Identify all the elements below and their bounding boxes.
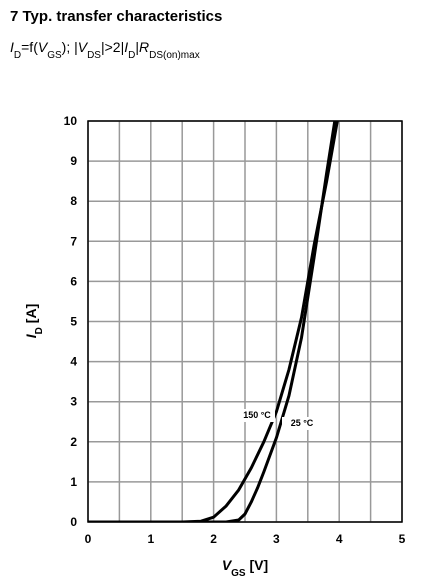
chart-title: 7 Typ. transfer characteristics: [10, 8, 222, 25]
y-axis-label: ID [A]: [23, 304, 45, 338]
x-tick-label: 2: [210, 532, 217, 546]
text-part: DS(on)max: [149, 50, 200, 61]
x-tick-label: 1: [147, 532, 154, 546]
y-tick-label: 5: [70, 315, 77, 329]
y-tick-label: 10: [64, 114, 78, 128]
y-tick-label: 2: [70, 435, 77, 449]
text-part: I: [23, 333, 39, 338]
text-part: V: [78, 39, 89, 55]
text-part: I: [124, 39, 128, 55]
text-part: GS: [47, 50, 62, 61]
x-tick-label: 3: [273, 532, 280, 546]
text-part: DS: [87, 50, 101, 61]
y-tick-label: 6: [70, 274, 77, 288]
y-tick-label: 3: [70, 395, 77, 409]
text-part: D: [14, 50, 21, 61]
x-tick-label: 5: [399, 532, 406, 546]
text-part: |: [135, 39, 139, 55]
x-tick-label: 0: [85, 532, 92, 546]
text-part: [V]: [246, 557, 269, 573]
text-part: [A]: [23, 304, 39, 327]
y-tick-label: 1: [70, 475, 77, 489]
chart-subtitle: ID=f(VGS); |VDS|>2|ID|RDS(on)max: [10, 39, 200, 61]
label-bg: [282, 417, 320, 430]
text-part: ); |: [62, 39, 78, 55]
y-tick-label: 9: [70, 154, 77, 168]
plot-frame: [87, 120, 403, 523]
series-label: 25 °C: [291, 418, 314, 428]
y-tick-label: 0: [70, 515, 77, 529]
text-part: V: [38, 39, 49, 55]
y-tick-label: 8: [70, 194, 77, 208]
text-part: V: [222, 557, 233, 573]
text-part: D: [128, 50, 135, 61]
series-label: 150 °C: [243, 410, 271, 420]
text-part: =f(: [21, 39, 38, 55]
text-part: |>2|: [101, 39, 124, 55]
text-part: R: [139, 39, 149, 55]
y-tick-label: 7: [70, 234, 77, 248]
text-part: I: [10, 39, 14, 55]
y-tick-label: 4: [70, 355, 77, 369]
text-part: GS: [231, 568, 246, 578]
data-line: [88, 120, 337, 522]
x-tick-label: 4: [336, 532, 343, 546]
text-part: D: [34, 327, 45, 334]
x-axis-label: VGS [V]: [222, 557, 268, 578]
label-bg: [237, 409, 275, 422]
